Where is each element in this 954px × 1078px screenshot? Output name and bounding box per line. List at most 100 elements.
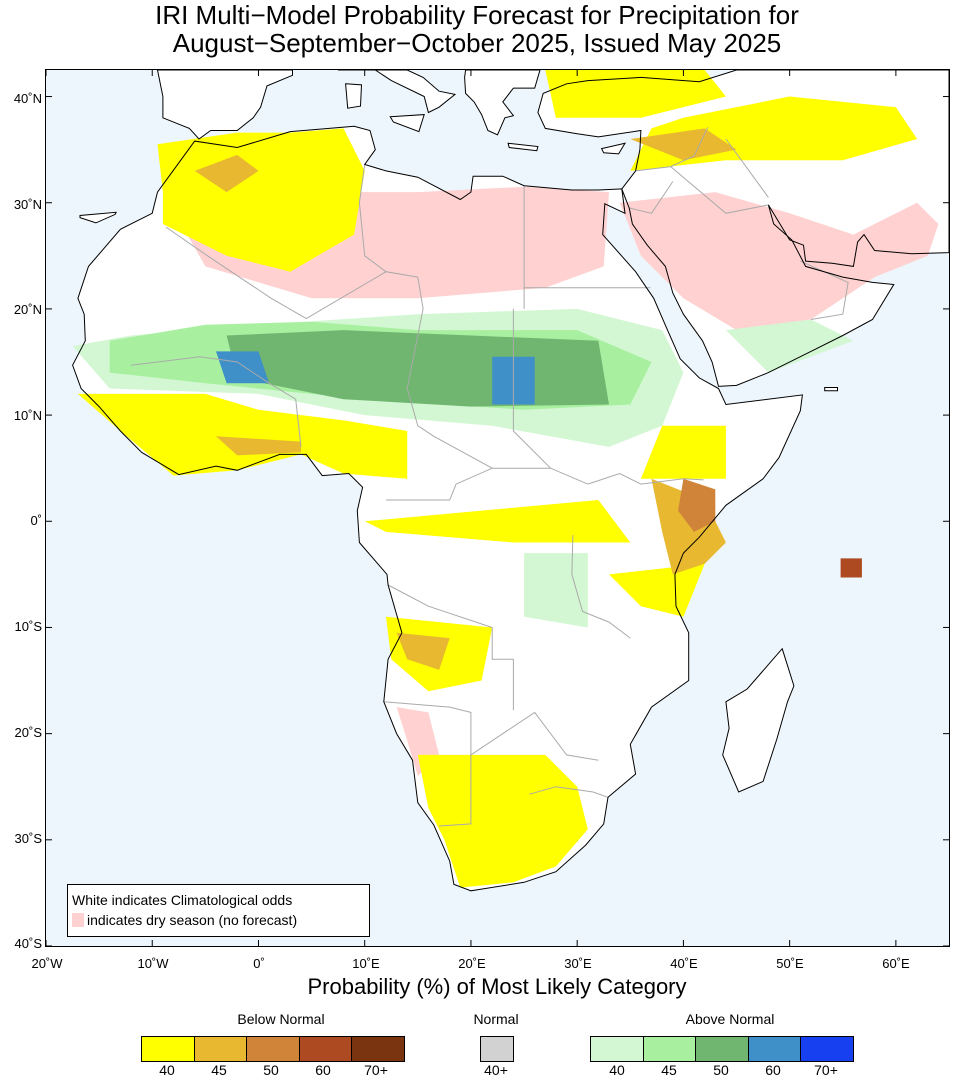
above-tick-70plus: 70+ bbox=[814, 1062, 838, 1078]
below-40-tanzania bbox=[609, 563, 705, 617]
map-title-line1: IRI Multi−Model Probability Forecast for… bbox=[155, 0, 799, 30]
below-40-equatorial bbox=[364, 500, 631, 543]
above-40-yemen bbox=[725, 319, 854, 373]
sicily-land bbox=[390, 114, 425, 132]
country-border-14 bbox=[529, 786, 609, 798]
above-tick-45: 45 bbox=[661, 1062, 677, 1078]
above-60-swatch bbox=[748, 1037, 802, 1061]
country-border-18 bbox=[725, 138, 769, 198]
crete-land bbox=[508, 143, 538, 151]
lon-label-50e: 50˚E bbox=[776, 956, 804, 971]
map-legend-box: White indicates Climatological odds indi… bbox=[67, 884, 370, 937]
lat-label-30s: 30˚S bbox=[14, 831, 42, 846]
normal-title: Normal bbox=[473, 1011, 519, 1027]
balkans-coastline bbox=[464, 70, 541, 136]
above-45-swatch bbox=[643, 1037, 697, 1061]
madagascar-land bbox=[722, 648, 794, 792]
below-70plus-swatch bbox=[352, 1037, 404, 1061]
country-border-6 bbox=[130, 356, 302, 447]
below-40-ethiopia-somalia bbox=[640, 425, 726, 479]
country-border-7 bbox=[386, 467, 588, 501]
below-normal-title: Below Normal bbox=[237, 1011, 325, 1027]
madagascar-coastline bbox=[722, 647, 795, 793]
lat-label-40s: 40˚S bbox=[14, 936, 42, 951]
above-40-congo-east bbox=[524, 553, 588, 628]
dry-season-arabia bbox=[619, 192, 939, 331]
country-border-12 bbox=[439, 783, 472, 827]
sicily-coastline bbox=[389, 114, 425, 133]
lat-label-20s: 20˚S bbox=[14, 725, 42, 740]
legend-dry-season-swatch bbox=[72, 913, 84, 927]
lon-label-30e: 30˚E bbox=[564, 956, 592, 971]
below-tick-60: 60 bbox=[315, 1062, 331, 1078]
country-border-13 bbox=[470, 711, 599, 761]
africa-land bbox=[72, 126, 803, 891]
below-50-swatch bbox=[247, 1037, 300, 1061]
lon-label-10e: 10˚E bbox=[352, 956, 380, 971]
above-70plus-swatch bbox=[801, 1037, 853, 1061]
colorbar-axis-title: Probability (%) of Most Likely Category bbox=[307, 974, 687, 999]
country-border-0 bbox=[165, 226, 418, 320]
lat-label-0: 0˚ bbox=[30, 513, 42, 528]
below-normal-colorbar bbox=[141, 1036, 405, 1062]
above-tick-60: 60 bbox=[765, 1062, 781, 1078]
country-border-17 bbox=[670, 166, 769, 214]
below-60-swatch bbox=[299, 1037, 353, 1061]
below-45-kenya-coast bbox=[651, 478, 726, 575]
below-40-swatch bbox=[142, 1037, 195, 1061]
country-border-11 bbox=[383, 701, 472, 784]
africa-coastline bbox=[72, 125, 803, 892]
above-60-mali bbox=[216, 351, 270, 384]
lon-label-10w: 10˚W bbox=[137, 956, 169, 971]
socotra-coastline bbox=[824, 387, 838, 392]
iberia-coastline bbox=[156, 70, 293, 140]
lon-label-0: 0˚ bbox=[253, 956, 265, 971]
country-border-9 bbox=[571, 535, 631, 639]
lat-label-10n: 10˚N bbox=[13, 408, 42, 423]
socotra-land bbox=[824, 387, 838, 391]
sardinia-coastline bbox=[345, 83, 363, 109]
normal-tick-40plus: 40+ bbox=[484, 1062, 508, 1078]
forecast-category-layer bbox=[72, 70, 939, 888]
below-50-somalia bbox=[678, 478, 716, 532]
lat-label-30n: 30˚N bbox=[13, 197, 42, 212]
below-45-morocco bbox=[194, 154, 259, 193]
country-border-16 bbox=[629, 181, 674, 214]
below-45-levant bbox=[630, 128, 737, 161]
above-40-swatch bbox=[591, 1037, 644, 1061]
iberia-land bbox=[157, 70, 293, 139]
cyprus-coastline bbox=[600, 142, 627, 155]
below-tick-45: 45 bbox=[211, 1062, 227, 1078]
below-tick-40: 40 bbox=[159, 1062, 175, 1078]
italy-coastline bbox=[338, 70, 457, 114]
coastline-layer bbox=[72, 70, 949, 892]
country-border-4 bbox=[512, 308, 551, 469]
forecast-map: White indicates Climatological odds indi… bbox=[45, 69, 950, 947]
above-normal-colorbar bbox=[590, 1036, 854, 1062]
below-40-anatolia bbox=[545, 70, 726, 118]
legend-dry-season-text: indicates dry season (no forecast) bbox=[87, 912, 298, 928]
lon-label-60e: 60˚E bbox=[882, 956, 910, 971]
graticule-ticks bbox=[46, 70, 949, 946]
lon-label-40e: 40˚E bbox=[670, 956, 698, 971]
below-40-southern-africa bbox=[417, 754, 588, 888]
lon-label-20w: 20˚W bbox=[31, 956, 63, 971]
country-border-8 bbox=[587, 472, 704, 485]
country-border-15 bbox=[635, 127, 709, 172]
country-border-10 bbox=[387, 584, 514, 711]
sardinia-land bbox=[345, 83, 362, 109]
lon-label-20e: 20˚E bbox=[458, 956, 486, 971]
balkans-land bbox=[464, 70, 540, 135]
below-40-guinea-coast bbox=[77, 393, 408, 479]
above-50-swatch bbox=[696, 1037, 749, 1061]
above-tick-40: 40 bbox=[609, 1062, 625, 1078]
above-tick-50: 50 bbox=[713, 1062, 729, 1078]
below-60-seychelles bbox=[840, 558, 862, 578]
below-40-maghreb bbox=[157, 128, 365, 272]
crete-coastline bbox=[507, 142, 539, 152]
map-title-line2: August−September−October 2025, Issued Ma… bbox=[172, 28, 782, 58]
below-45-gulf-of-guinea bbox=[216, 436, 301, 456]
arabia-coastline bbox=[537, 70, 949, 387]
country-border-1 bbox=[358, 164, 387, 273]
below-45-swatch bbox=[194, 1037, 248, 1061]
